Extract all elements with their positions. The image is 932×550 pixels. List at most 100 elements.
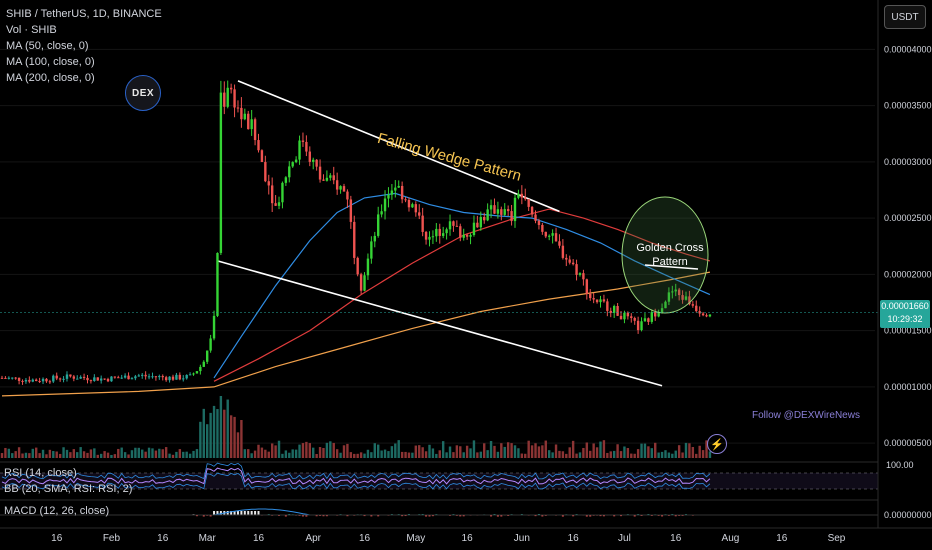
macd-histogram-bar [500, 515, 503, 517]
candle-body [448, 221, 452, 230]
candle-body [506, 209, 510, 212]
candle [578, 272, 582, 277]
ma200-legend[interactable]: MA (200, close, 0) [6, 72, 95, 84]
candle-body [441, 233, 445, 236]
macd-histogram-bar [561, 515, 564, 517]
volume-bar [130, 450, 134, 458]
candle [315, 159, 318, 171]
macd-histogram-bar [250, 511, 253, 516]
volume-bar [209, 412, 212, 458]
rsi-legend[interactable]: RSI (14, close) [4, 467, 77, 479]
currency-unit-button[interactable]: USDT [884, 5, 926, 29]
macd-histogram-bar [315, 515, 318, 517]
volume-bar [229, 415, 233, 458]
candle [445, 227, 448, 240]
volume-bar [55, 451, 58, 458]
candle [171, 374, 175, 381]
macd-histogram-bar [431, 515, 434, 517]
candle [565, 254, 568, 267]
candle-body [558, 241, 561, 246]
candle [537, 218, 541, 230]
volume-bar [441, 441, 445, 458]
candle [476, 215, 479, 228]
volume-legend[interactable]: Vol · SHIB [6, 24, 57, 36]
candle-body [325, 177, 329, 181]
volume-bar [424, 451, 428, 458]
volume-bar [626, 448, 630, 458]
rsi-line [1, 467, 711, 485]
volume-bar [500, 443, 503, 458]
ma50-legend[interactable]: MA (50, close, 0) [6, 40, 89, 52]
candle-body [349, 199, 353, 222]
macd-legend[interactable]: MACD (12, 26, close) [4, 505, 110, 517]
candle-body [582, 273, 585, 280]
candle-body [520, 193, 524, 198]
candle-body [79, 376, 82, 379]
golden-cross-line2: Pattern [652, 256, 688, 268]
macd-histogram-bar [428, 515, 431, 517]
candle-body [486, 209, 489, 221]
candle-body [359, 274, 363, 291]
symbol-title[interactable]: SHIB / TetherUS, 1D, BINANCE [6, 8, 162, 20]
candle [441, 226, 445, 239]
candle [99, 375, 103, 384]
candle-body [291, 162, 294, 167]
volume-bar [554, 444, 558, 458]
volume-bar [281, 453, 284, 458]
volume-bar [373, 443, 376, 458]
volume-bar [636, 449, 640, 458]
candle-body [158, 376, 161, 378]
volume-bar [219, 396, 223, 458]
wedge-upper-line [237, 80, 560, 213]
candle [695, 300, 698, 313]
candle-body [445, 229, 448, 234]
volume-bar [277, 440, 281, 458]
candle [421, 207, 424, 237]
volume-bar [158, 448, 161, 458]
candle [459, 223, 462, 242]
candle [612, 304, 616, 318]
candle [438, 223, 441, 244]
candle [335, 172, 339, 195]
volume-bar [592, 443, 595, 458]
candle-body [633, 317, 636, 321]
volume-bar [4, 447, 7, 458]
x-tick-label: Jun [514, 533, 530, 544]
volume-bar [260, 447, 264, 458]
candle-body [250, 119, 253, 130]
x-tick-label: Mar [199, 533, 217, 544]
candle [35, 378, 38, 382]
bb-legend[interactable]: BB (20, SMA, RSI: RSI, 2) [4, 483, 133, 495]
ma100-legend[interactable]: MA (100, close, 0) [6, 56, 95, 68]
candle [31, 378, 34, 383]
candle [188, 372, 192, 376]
candle-body [294, 159, 298, 163]
macd-histogram-bar [301, 515, 304, 517]
lightning-icon[interactable]: ⚡ [707, 434, 727, 454]
volume-bar [356, 453, 359, 458]
y-tick-label: 0.00003000 [884, 157, 932, 167]
candle [209, 334, 212, 353]
candle [363, 272, 366, 292]
candle [17, 377, 21, 385]
volume-bar [264, 449, 267, 458]
volume-bar [291, 449, 294, 458]
volume-bar [674, 450, 677, 458]
candle-body [534, 214, 537, 221]
candle-body [404, 199, 407, 201]
candle-body [428, 236, 431, 240]
candle-body [226, 87, 229, 107]
macd-tick-label: 0.00000000 [884, 510, 932, 520]
candle [616, 303, 619, 316]
macd-histogram-bar [496, 515, 499, 517]
volume-bar [342, 445, 346, 458]
candle [370, 236, 373, 264]
candle [113, 376, 117, 379]
candle-body [513, 197, 517, 222]
candle-body [595, 299, 599, 303]
candle [134, 374, 137, 381]
candle [609, 307, 612, 318]
ma200-line [1, 271, 711, 397]
volume-bar [154, 450, 158, 458]
